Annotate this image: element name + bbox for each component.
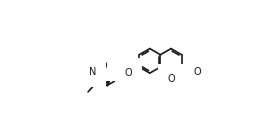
Text: O: O: [99, 61, 107, 71]
Text: N: N: [89, 67, 96, 77]
Text: O: O: [167, 74, 175, 84]
Text: O: O: [193, 67, 201, 77]
Text: O: O: [125, 68, 132, 78]
